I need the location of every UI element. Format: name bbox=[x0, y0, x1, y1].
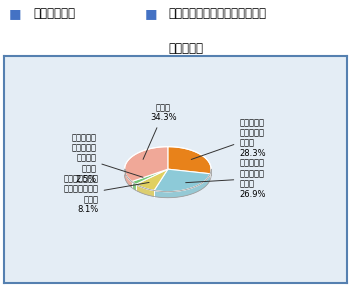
Polygon shape bbox=[125, 153, 211, 198]
Polygon shape bbox=[168, 147, 211, 174]
Text: 避難の呼び
かけは全く
できない
だろう
2.5%: 避難の呼び かけは全く できない だろう 2.5% bbox=[71, 133, 143, 184]
Text: 必ず避難を
呼びかける
だろう
28.3%: 必ず避難を 呼びかける だろう 28.3% bbox=[191, 118, 266, 160]
Polygon shape bbox=[136, 184, 154, 196]
Polygon shape bbox=[132, 169, 168, 184]
Text: 図３－３－７: 図３－３－７ bbox=[33, 7, 75, 20]
Polygon shape bbox=[210, 168, 211, 180]
Text: 多分避難を
呼びかける
だろう
26.9%: 多分避難を 呼びかける だろう 26.9% bbox=[186, 158, 266, 199]
Polygon shape bbox=[125, 147, 168, 182]
Text: ■: ■ bbox=[145, 7, 158, 20]
Text: ■: ■ bbox=[9, 7, 21, 20]
Text: 多分避難の呼び
かけはできない
だろう
8.1%: 多分避難の呼び かけはできない だろう 8.1% bbox=[64, 174, 149, 214]
Polygon shape bbox=[154, 169, 210, 192]
Polygon shape bbox=[132, 182, 136, 190]
Polygon shape bbox=[125, 169, 211, 198]
Polygon shape bbox=[154, 174, 210, 198]
Text: 無回答
34.3%: 無回答 34.3% bbox=[143, 103, 177, 159]
Polygon shape bbox=[125, 168, 132, 188]
Text: 独自に危険地区の住民への避難: 独自に危険地区の住民への避難 bbox=[168, 7, 266, 20]
Polygon shape bbox=[136, 169, 168, 190]
Text: の呼びかけ: の呼びかけ bbox=[168, 42, 203, 55]
